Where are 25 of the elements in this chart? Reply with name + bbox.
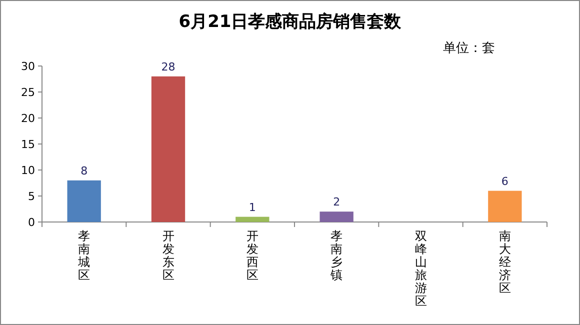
- text: 单位：套: [443, 41, 495, 56]
- bar: [236, 216, 270, 222]
- data-label: 2: [333, 196, 340, 209]
- chart-title: 6月21日孝感商品房销售套数: [178, 12, 402, 32]
- y-tick-label: 5: [28, 190, 35, 203]
- data-label: 6: [501, 174, 508, 188]
- data-label: 1: [248, 200, 256, 214]
- x-tick-label: 孝南乡镇: [330, 229, 343, 282]
- y-tick-label: 20: [21, 112, 35, 125]
- bar: [151, 76, 186, 222]
- bar: [320, 212, 354, 222]
- x-tick-label: 开发西区: [246, 229, 258, 282]
- x-tick-label: 孝南城区: [77, 229, 90, 282]
- bar: [67, 180, 101, 222]
- x-tick-label: 双峰山旅游区: [414, 229, 427, 308]
- y-tick-label: 15: [21, 138, 35, 151]
- x-tick-label: 南大经济区: [498, 229, 511, 295]
- y-tick-label: 30: [21, 60, 35, 73]
- y-tick-label: 25: [21, 86, 35, 99]
- data-label: 8: [80, 164, 88, 178]
- x-tick-label: 开发东区: [162, 229, 174, 282]
- data-label: 28: [161, 60, 176, 74]
- bar: [488, 190, 522, 222]
- y-tick-label: 10: [21, 164, 35, 177]
- y-tick-label: 0: [28, 216, 35, 229]
